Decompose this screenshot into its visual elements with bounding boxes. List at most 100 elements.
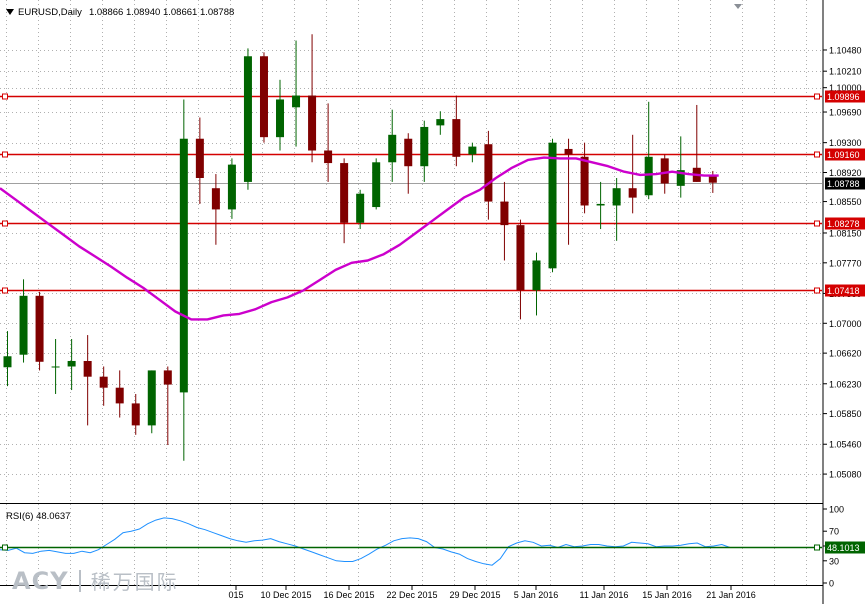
candle-body [436, 119, 445, 126]
rsi-tick-label: 100 [829, 505, 844, 515]
price-tick-label: 1.08150 [829, 228, 862, 238]
candle [67, 338, 76, 391]
candle-body [644, 156, 653, 196]
candle-body [516, 225, 525, 291]
price-axis: 1.10480 1.10210 1.10000 1.09690 1.09300 1.089… [823, 45, 862, 589]
ohlc-values: 1.08866 1.08940 1.08661 1.08788 [89, 7, 234, 18]
price-tick-label: 1.07000 [829, 319, 862, 329]
price-tick-label: 1.10000 [829, 83, 862, 93]
rsi-line [0, 517, 731, 566]
time-tick-label: 10 Dec 2015 [260, 590, 311, 600]
candle [548, 138, 557, 273]
candle [404, 133, 413, 194]
candle [676, 136, 685, 198]
moving-average [0, 156, 719, 321]
candle-body [612, 188, 621, 206]
moving-average-line [0, 156, 719, 321]
price-tick-label: 1.08920 [829, 168, 862, 178]
price-tick-label: 1.10210 [829, 67, 862, 77]
triangle-down-icon[interactable] [6, 9, 14, 15]
candle-body [324, 150, 333, 164]
level-anchor-right [814, 220, 820, 227]
candle [340, 158, 349, 244]
price-tick-label: 1.09300 [829, 138, 862, 148]
candle [19, 279, 28, 363]
price-tick-label: 1.05850 [829, 409, 862, 419]
candle [324, 103, 333, 182]
candle-body [83, 360, 92, 377]
candle [276, 79, 285, 151]
candle-body [580, 156, 589, 206]
time-tick-label: 15 Jan 2016 [642, 590, 692, 600]
level-anchor-right [814, 93, 820, 100]
level-anchor-left [2, 220, 8, 227]
candle-body [227, 164, 236, 210]
level-price-tag [825, 90, 865, 103]
time-tick-label: 16 Dec 2015 [323, 590, 374, 600]
candle [484, 130, 493, 220]
candle-body [259, 56, 268, 138]
candle [3, 331, 12, 387]
candle-body [660, 158, 669, 184]
candle-body [67, 360, 76, 367]
level-price-label: 1.09160 [827, 150, 860, 160]
level-anchor-left [2, 151, 8, 158]
candle-body [179, 138, 188, 393]
price-tick-label: 1.05080 [829, 470, 862, 480]
candle-body [340, 163, 349, 223]
horizontal-levels [0, 93, 822, 551]
level-anchor-right [814, 287, 820, 294]
candle [115, 370, 124, 418]
price-tick-label: 1.08550 [829, 197, 862, 207]
candle [51, 338, 60, 394]
level-price-label: 1.09896 [827, 92, 860, 102]
candle [596, 181, 605, 230]
candle [99, 366, 108, 406]
candle [468, 142, 477, 163]
candle-body [548, 142, 557, 269]
candle [356, 189, 365, 230]
candle-body [308, 95, 317, 151]
candle [372, 158, 381, 210]
candle-body [420, 126, 429, 167]
price-tick-label: 1.06230 [829, 379, 862, 389]
price-tags: 1.09896 1.09160 1.08278 1.07418 1.08788 48.10… [825, 90, 865, 554]
level-anchor-right [814, 151, 820, 158]
price-tick-label: 1.10480 [829, 45, 862, 55]
candle [516, 219, 525, 320]
candle [580, 142, 589, 214]
rsi-level-anchor-right [814, 544, 820, 551]
candle-body [372, 162, 381, 208]
candle [227, 158, 236, 219]
candle-body [163, 370, 172, 385]
rsi-level-tag [825, 541, 865, 554]
candle [35, 291, 44, 371]
candle [500, 181, 509, 261]
candle [259, 52, 268, 143]
rsi-tick-label: 70 [829, 527, 839, 537]
candles [3, 34, 717, 461]
watermark-brand-cn: 稀万国际 [90, 570, 179, 594]
candle-body [452, 119, 461, 157]
price-tick-label: 1.06620 [829, 349, 862, 359]
candle-body [195, 138, 204, 178]
candle [532, 252, 541, 316]
time-tick-label: 21 Jan 2016 [706, 590, 756, 600]
time-tick-label: 29 Dec 2015 [449, 590, 500, 600]
candle [163, 366, 172, 446]
level-price-label: 1.08278 [827, 219, 860, 229]
candle-body [596, 203, 605, 206]
time-tick-label: 22 Dec 2015 [386, 590, 437, 600]
candle-body [500, 201, 509, 226]
candle [308, 34, 317, 163]
shift-marker-icon[interactable] [734, 4, 742, 9]
rsi-level-label: 48.1013 [827, 543, 860, 553]
rsi-label: RSI(6) 48.0637 [6, 511, 70, 522]
candle-body [19, 295, 28, 355]
candle-body [628, 188, 637, 198]
time-axis: 015 10 Dec 2015 16 Dec 2015 22 Dec 2015 29 D… [228, 585, 756, 600]
level-anchor-left [2, 287, 8, 294]
candle-body [51, 366, 60, 368]
candle-body [564, 148, 573, 155]
